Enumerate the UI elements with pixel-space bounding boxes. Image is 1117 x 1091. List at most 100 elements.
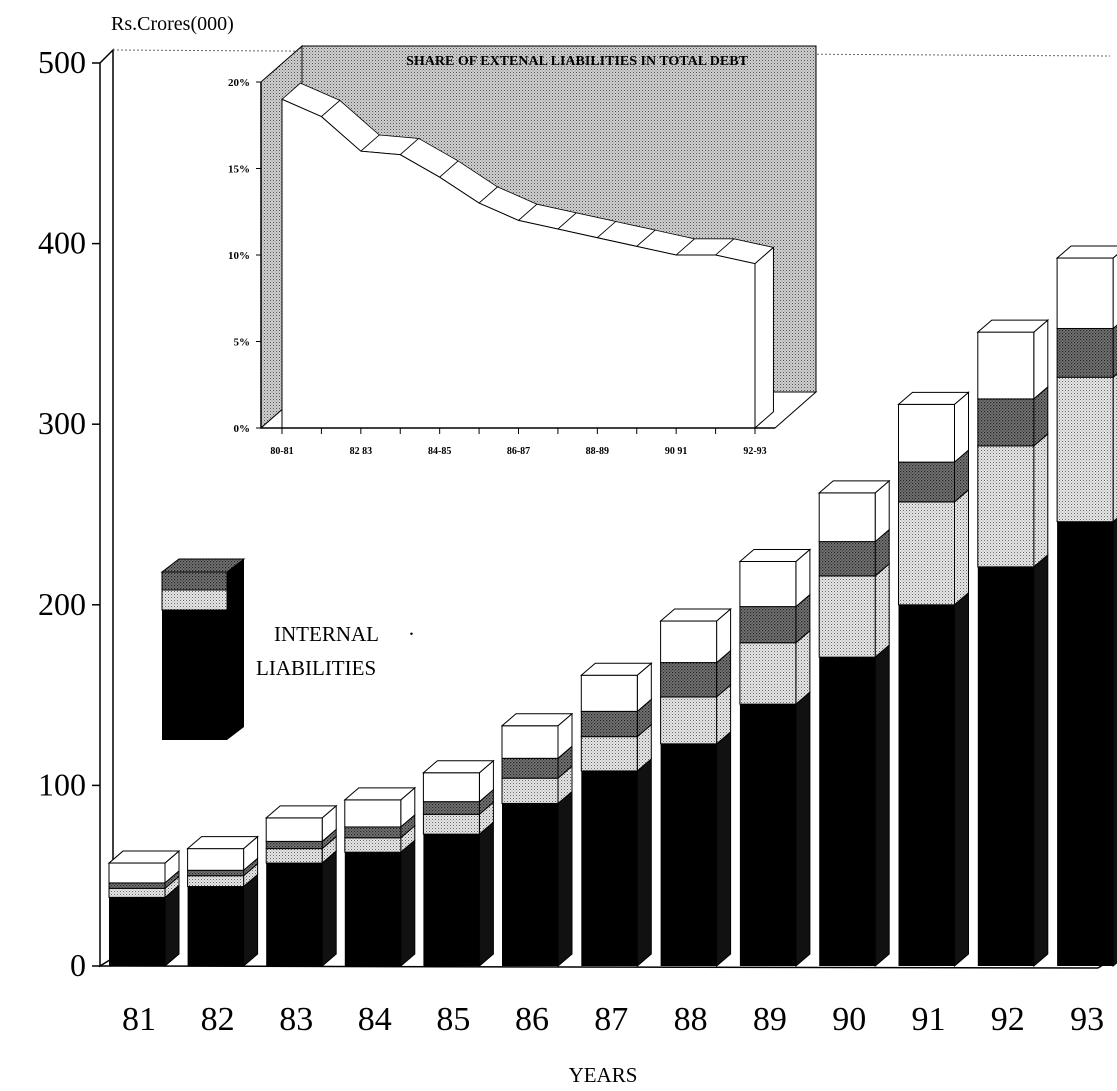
x-tick-label: 91 <box>912 1001 946 1038</box>
bar-segment <box>739 606 797 644</box>
y-tick-label: 500 <box>38 44 86 80</box>
x-tick-label: 81 <box>122 1001 156 1038</box>
x-tick-label: 83 <box>279 1001 313 1038</box>
bar-group <box>107 245 1117 968</box>
y-tick-label: 300 <box>38 405 86 441</box>
bar-segment <box>187 848 245 871</box>
bar-segment <box>344 799 402 828</box>
bar-stack <box>738 548 812 968</box>
inset-area-end <box>754 246 774 430</box>
x-tick-label: 85 <box>436 1001 470 1038</box>
bar-stack <box>107 849 181 968</box>
bar-top-face <box>817 480 891 494</box>
bar-segment <box>1056 376 1114 523</box>
bar-segment <box>581 770 638 966</box>
bar-segment <box>739 560 797 608</box>
bar-segment <box>977 445 1035 568</box>
bar-segment <box>344 852 401 966</box>
bar-segment <box>818 541 876 577</box>
x-tick-label: 87 <box>594 1001 628 1038</box>
bar-segment <box>660 662 718 698</box>
bar-segment <box>898 501 955 606</box>
bar-segment <box>501 777 559 804</box>
x-tick-label: 82 <box>201 1001 235 1038</box>
inset-x-tick-label: 86-87 <box>507 446 530 457</box>
bar-stack <box>976 319 1050 968</box>
y-tick-label: 400 <box>38 225 86 261</box>
bar-segment-side <box>1112 373 1117 523</box>
inset-x-tick-label: 80-81 <box>270 446 293 457</box>
bar-segment <box>265 840 323 850</box>
bar-segment <box>108 882 166 889</box>
bar-top-face <box>186 836 259 850</box>
bar-segment <box>898 604 955 966</box>
inset-x-tick-label: 84-85 <box>428 446 451 457</box>
bar-stack <box>897 391 970 968</box>
bar-segment-side <box>1033 432 1049 568</box>
inset-x-tick-label: 82 83 <box>350 446 373 457</box>
y-tick-label: 200 <box>38 586 86 622</box>
inset-y-tick-label: 20% <box>228 77 250 89</box>
inset-y-tick-label: 15% <box>228 164 250 176</box>
bar-segment <box>818 492 876 543</box>
bar-stack <box>579 662 653 968</box>
bar-segment-side <box>1033 319 1049 401</box>
bar-segment <box>422 772 480 803</box>
x-tick-label: 84 <box>358 1001 392 1038</box>
bar-segment <box>108 862 166 884</box>
bar-stack <box>186 835 259 968</box>
bar-top-face <box>738 548 812 562</box>
bar-segment <box>344 837 402 853</box>
bar-segment <box>739 704 796 966</box>
bar-segment-side <box>164 884 180 968</box>
legend-swatch-segment-external-1 <box>161 589 228 611</box>
bar-segment <box>660 743 717 966</box>
bar-segment <box>898 461 955 503</box>
bar-segment <box>660 620 718 664</box>
bar-top-face <box>264 805 338 819</box>
bar-segment <box>265 817 323 842</box>
bar-stack <box>264 804 338 968</box>
bar-segment-side <box>954 591 969 968</box>
bar-segment <box>1056 257 1114 329</box>
bar-segment <box>501 757 559 779</box>
inset-area-series <box>281 82 775 430</box>
inset-y-tick-label: 0% <box>234 423 251 435</box>
bar-segment-side <box>874 644 890 968</box>
bar-segment-side <box>243 873 259 968</box>
inset-x-tick-label: 88-89 <box>586 446 609 457</box>
bar-segment <box>977 566 1034 966</box>
bar-segment <box>819 657 876 966</box>
bar-segment <box>1056 327 1114 378</box>
bar-segment-side <box>795 691 811 968</box>
bar-segment <box>739 642 797 705</box>
bar-segment <box>108 887 166 898</box>
x-axis-ticks: 81 82 83 84 85 86 87 88 89 90 91 92 93 <box>122 1001 1104 1038</box>
bar-segment <box>423 834 480 966</box>
bar-stack <box>817 479 891 968</box>
bar-segment-side <box>954 488 969 606</box>
y-tick-label: 0 <box>70 947 86 983</box>
legend-label-line2: LIABILITIES <box>256 656 376 680</box>
bar-segment <box>977 398 1035 447</box>
bar-segment <box>265 848 323 864</box>
legend-label-line1: INTERNAL <box>274 622 379 646</box>
inset-x-ticks: 80-81 82 83 84-85 86-87 88-89 90 91 92-93 <box>270 428 767 457</box>
bar-segment-side <box>557 790 573 968</box>
x-tick-label: 90 <box>832 1001 866 1038</box>
bar-segment <box>344 826 402 839</box>
y-axis-ticks: 0 100 200 300 400 500 <box>38 44 100 983</box>
legend-swatch-segment-external-3 <box>161 571 228 591</box>
bar-segment-side <box>1112 254 1117 330</box>
inset-y-tick-label: 10% <box>228 250 250 262</box>
bar-segment-side <box>716 730 732 968</box>
bar-segment-side <box>478 821 494 968</box>
bar-stack <box>659 607 732 968</box>
bar-segment-side <box>874 562 890 659</box>
y-tick-label: 100 <box>38 766 86 802</box>
legend: INTERNAL · LIABILITIES <box>160 558 415 740</box>
x-tick-label: 92 <box>991 1001 1025 1038</box>
y-axis-label: Rs.Crores(000) <box>111 13 234 35</box>
bar-top-face <box>107 850 181 864</box>
bar-top-face <box>1055 245 1117 259</box>
